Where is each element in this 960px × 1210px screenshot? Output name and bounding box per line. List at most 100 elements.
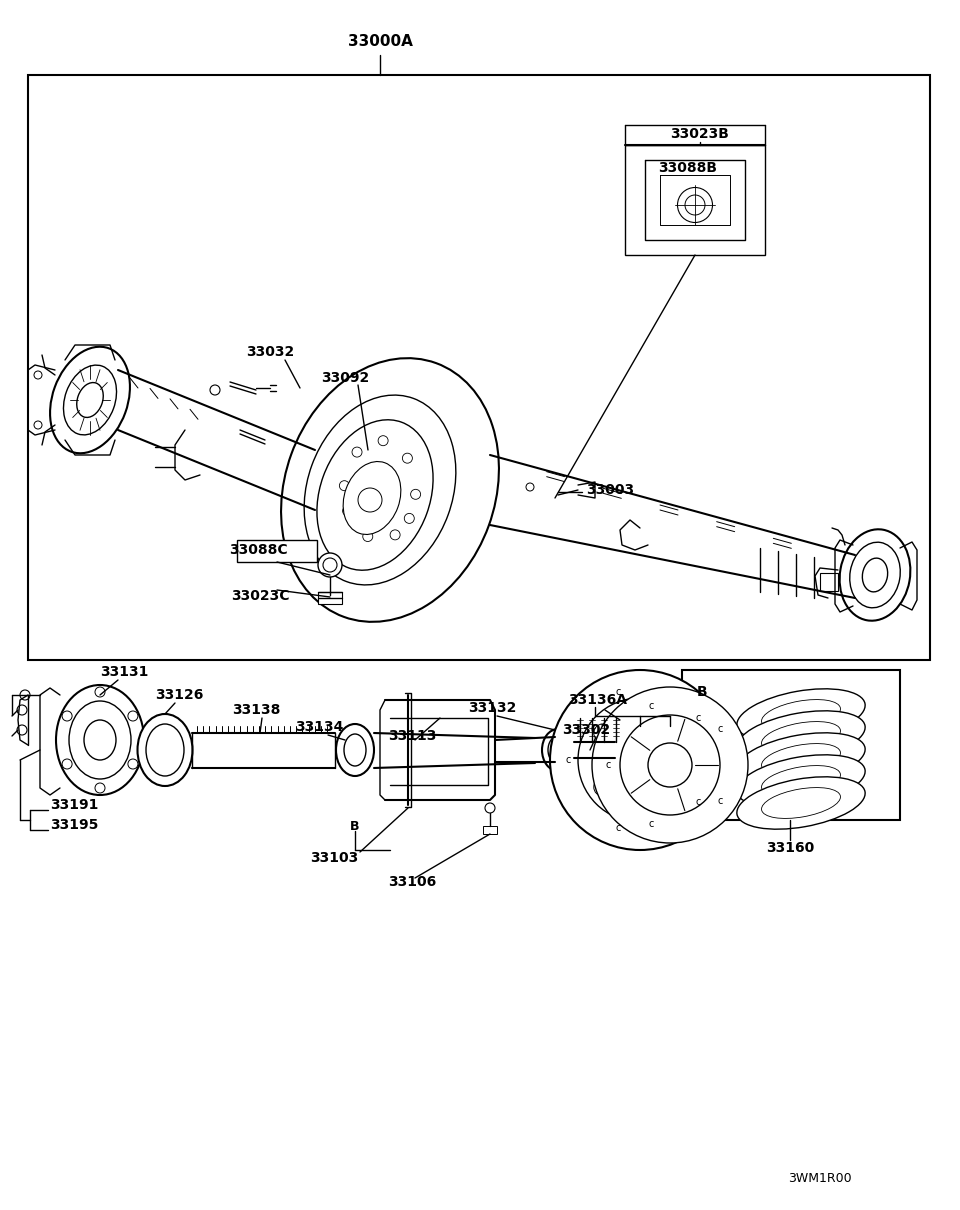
Circle shape xyxy=(648,743,692,786)
Ellipse shape xyxy=(761,766,840,796)
Text: 33191: 33191 xyxy=(50,799,98,812)
Text: 33106: 33106 xyxy=(388,875,436,889)
Circle shape xyxy=(645,708,663,725)
Circle shape xyxy=(390,530,400,540)
Circle shape xyxy=(485,803,495,813)
Ellipse shape xyxy=(840,529,910,621)
Circle shape xyxy=(95,687,105,697)
Bar xyxy=(28,75,930,659)
Ellipse shape xyxy=(685,195,705,215)
Ellipse shape xyxy=(63,365,116,434)
Ellipse shape xyxy=(336,724,374,776)
Circle shape xyxy=(62,711,72,721)
Text: B: B xyxy=(697,685,708,699)
Circle shape xyxy=(526,483,534,491)
Ellipse shape xyxy=(56,685,144,795)
Ellipse shape xyxy=(862,558,888,592)
Circle shape xyxy=(612,732,668,788)
Circle shape xyxy=(645,795,663,813)
Ellipse shape xyxy=(69,701,131,779)
Circle shape xyxy=(592,687,748,843)
Text: B: B xyxy=(350,819,360,832)
Circle shape xyxy=(128,759,138,770)
Bar xyxy=(318,592,342,604)
Circle shape xyxy=(363,531,372,542)
Text: c: c xyxy=(648,701,654,711)
Bar xyxy=(483,826,497,834)
Text: c: c xyxy=(615,686,620,697)
Ellipse shape xyxy=(761,788,840,818)
Text: 33088C: 33088C xyxy=(228,543,287,557)
Ellipse shape xyxy=(737,777,865,829)
Text: 33160: 33160 xyxy=(766,841,814,855)
Text: c: c xyxy=(648,819,654,829)
Circle shape xyxy=(318,553,342,577)
Circle shape xyxy=(17,725,27,734)
Ellipse shape xyxy=(761,699,840,731)
Circle shape xyxy=(323,558,337,572)
Text: c: c xyxy=(717,724,723,733)
Ellipse shape xyxy=(281,358,499,622)
Circle shape xyxy=(20,690,30,701)
Text: 33103: 33103 xyxy=(310,851,358,865)
Text: 33023C: 33023C xyxy=(230,589,289,603)
Ellipse shape xyxy=(84,720,116,760)
Circle shape xyxy=(343,506,352,515)
Text: 33032: 33032 xyxy=(246,345,294,359)
Circle shape xyxy=(34,421,42,430)
Text: 33023B: 33023B xyxy=(671,127,730,142)
Circle shape xyxy=(128,711,138,721)
Ellipse shape xyxy=(850,542,900,607)
Text: 33302: 33302 xyxy=(562,724,611,737)
Circle shape xyxy=(34,371,42,379)
Ellipse shape xyxy=(737,710,865,764)
Circle shape xyxy=(411,489,420,500)
Bar xyxy=(237,540,317,561)
Ellipse shape xyxy=(761,744,840,774)
Circle shape xyxy=(404,513,415,524)
Circle shape xyxy=(352,446,362,457)
Text: 33136A: 33136A xyxy=(568,693,627,707)
Ellipse shape xyxy=(737,733,865,785)
Circle shape xyxy=(62,759,72,770)
Circle shape xyxy=(340,480,349,491)
Text: c: c xyxy=(717,796,723,806)
Text: 33113: 33113 xyxy=(388,728,437,743)
Text: 3WM1R00: 3WM1R00 xyxy=(788,1171,852,1185)
Text: c: c xyxy=(565,755,570,765)
Circle shape xyxy=(677,751,695,770)
Ellipse shape xyxy=(737,688,865,742)
Ellipse shape xyxy=(344,734,366,766)
Ellipse shape xyxy=(761,721,840,753)
Ellipse shape xyxy=(678,188,712,223)
Text: 33134: 33134 xyxy=(295,720,344,734)
Text: 33131: 33131 xyxy=(100,666,149,679)
Text: 33138: 33138 xyxy=(232,703,280,718)
Circle shape xyxy=(578,698,702,822)
Circle shape xyxy=(402,454,413,463)
Ellipse shape xyxy=(542,728,574,771)
Circle shape xyxy=(550,670,730,849)
Text: 33092: 33092 xyxy=(321,371,370,385)
Text: c: c xyxy=(696,713,701,722)
Text: c: c xyxy=(615,824,620,834)
Ellipse shape xyxy=(50,347,130,454)
Ellipse shape xyxy=(304,396,456,584)
Ellipse shape xyxy=(77,382,104,417)
Circle shape xyxy=(594,724,612,742)
Text: 33132: 33132 xyxy=(468,701,516,715)
Text: c: c xyxy=(696,797,701,807)
Text: 33126: 33126 xyxy=(155,688,204,702)
Ellipse shape xyxy=(737,755,865,807)
Circle shape xyxy=(95,783,105,793)
Circle shape xyxy=(378,436,388,445)
Bar xyxy=(820,574,838,590)
Circle shape xyxy=(17,705,27,715)
Ellipse shape xyxy=(146,724,184,776)
Circle shape xyxy=(358,488,382,512)
Text: 33000A: 33000A xyxy=(348,35,413,50)
Bar xyxy=(682,670,900,820)
Circle shape xyxy=(594,778,612,796)
Ellipse shape xyxy=(317,420,433,570)
Circle shape xyxy=(620,715,720,816)
